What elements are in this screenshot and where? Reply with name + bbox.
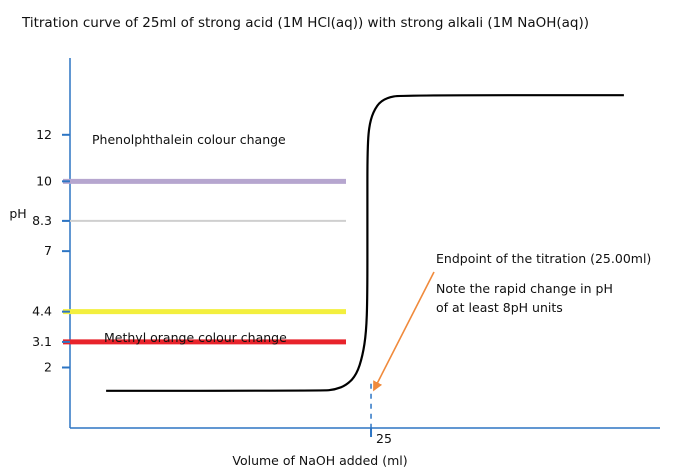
y-axis-label: pH xyxy=(9,206,26,221)
y-tick-label-1: 7 xyxy=(44,243,52,258)
endpoint-note-line-2: of at least 8pH units xyxy=(436,300,563,315)
reference-label-3: 3.1 xyxy=(32,334,52,349)
phenolphthalein-annotation: Phenolphthalein colour change xyxy=(92,132,286,147)
reference-label-0: 10 xyxy=(36,173,52,188)
reference-label-1: 8.3 xyxy=(32,213,52,228)
x-axis-label: Volume of NaOH added (ml) xyxy=(232,453,407,468)
titration-curve-group xyxy=(106,94,624,392)
endpoint-marker-group xyxy=(370,271,435,428)
methyl-orange-annotation: Methyl orange colour change xyxy=(104,330,287,345)
y-tick-label-0: 2 xyxy=(44,359,52,374)
titration-curve-0 xyxy=(106,94,624,392)
axes xyxy=(69,58,660,429)
reference-label-2: 4.4 xyxy=(32,304,52,319)
endpoint-annotation: Endpoint of the titration (25.00ml) xyxy=(436,251,651,266)
y-tick-label-2: 12 xyxy=(36,127,52,142)
x-axis-ticks: 25 xyxy=(370,428,392,446)
endpoint-note-line-1: Note the rapid change in pH xyxy=(436,281,613,296)
chart-title: Titration curve of 25ml of strong acid (… xyxy=(21,15,589,31)
x-tick-label-0: 25 xyxy=(376,431,392,446)
endpoint-arrow xyxy=(373,271,435,392)
reference-lines: 10 8.3 4.4 3.1 xyxy=(32,173,346,349)
y-axis-ticks: 2 7 12 xyxy=(36,127,70,374)
